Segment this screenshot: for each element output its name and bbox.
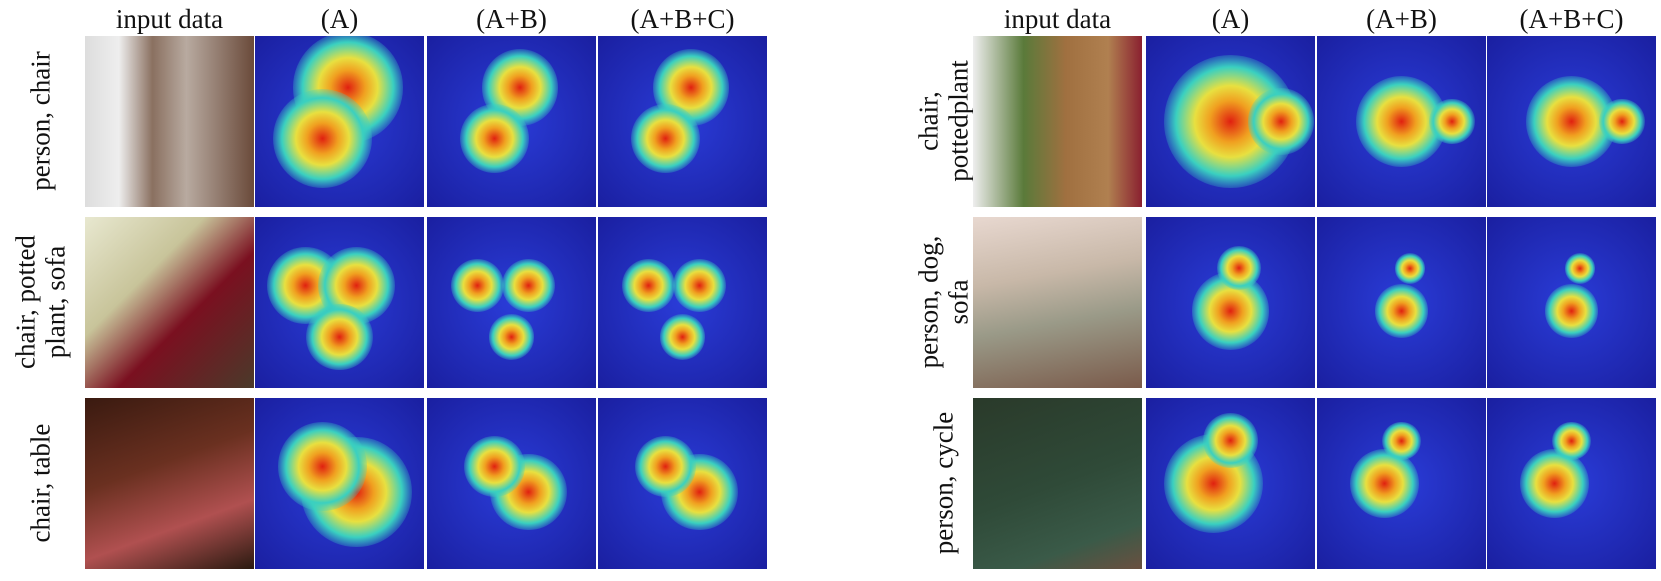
heat-blob <box>1429 98 1476 145</box>
heatmap-image <box>255 217 424 388</box>
row-label-line: chair, potted <box>10 235 41 369</box>
row-label-line: chair, <box>913 91 944 151</box>
row-label-line: chair, table <box>25 423 56 543</box>
heatmap-image <box>1146 36 1315 207</box>
heat-blob <box>621 258 676 313</box>
row-label-line: person, dog, <box>913 235 944 369</box>
column-header: input data <box>1003 4 1112 34</box>
heat-blob <box>1248 88 1315 155</box>
row-label: chair, pottedplant <box>905 36 983 207</box>
row-label: chair, table <box>2 398 80 569</box>
heatmap-image <box>255 398 424 569</box>
row-label: chair, potted plant, sofa <box>2 217 80 388</box>
heat-blob <box>1544 284 1599 338</box>
row-label-line: sofa <box>943 279 974 325</box>
heatmap-image <box>1317 217 1486 388</box>
heatmap-image <box>598 398 767 569</box>
row-label-line: plant, sofa <box>40 245 71 359</box>
row-label-line: person, cycle <box>928 411 959 555</box>
heatmap-image <box>598 36 767 207</box>
heat-blob <box>1564 253 1596 284</box>
heatmap-image <box>1317 36 1486 207</box>
heat-blob <box>1520 449 1590 518</box>
heat-blob <box>1599 98 1646 145</box>
column-header: (A+B+C) <box>1519 4 1624 34</box>
column-header: (A+B) <box>1366 4 1437 34</box>
heatmap-image <box>255 36 424 207</box>
column-header: (A+B) <box>476 4 547 34</box>
input-image <box>973 36 1142 207</box>
column-header: (A) <box>1211 4 1250 34</box>
heatmap-image <box>1487 398 1656 569</box>
heat-blob <box>659 313 706 360</box>
heat-blob <box>450 258 505 313</box>
heat-blob <box>464 435 526 497</box>
row-label: person, cycle <box>905 398 983 569</box>
heatmap-image <box>1317 398 1486 569</box>
heatmap-image <box>1487 36 1656 207</box>
heat-blob <box>1216 246 1262 291</box>
heat-blob <box>631 104 701 174</box>
column-header: (A+B+C) <box>630 4 735 34</box>
column-header: (A) <box>320 4 359 34</box>
heatmap-image <box>1146 217 1315 388</box>
heatmap-image <box>427 217 596 388</box>
heat-blob <box>488 313 535 360</box>
input-image <box>85 217 254 388</box>
heatmap-image <box>427 398 596 569</box>
heatmap-image <box>598 217 767 388</box>
row-label: person, chair <box>2 36 80 207</box>
heatmap-image <box>1487 217 1656 388</box>
heat-blob <box>278 422 367 511</box>
row-label: person, dog, sofa <box>905 217 983 388</box>
input-image <box>85 398 254 569</box>
heatmap-image <box>427 36 596 207</box>
heat-blob <box>1374 284 1429 338</box>
row-label-line: person, chair <box>25 51 56 191</box>
heat-blob <box>1382 421 1421 460</box>
heat-blob <box>306 303 373 370</box>
heat-blob <box>1552 421 1591 460</box>
column-header: input data <box>115 4 224 34</box>
row-label-line: pottedplant <box>943 60 974 182</box>
heatmap-image <box>1146 398 1315 569</box>
heat-blob <box>1394 253 1426 284</box>
heat-blob <box>272 88 373 189</box>
heat-blob <box>672 258 727 313</box>
heat-blob <box>1350 449 1420 518</box>
heat-blob <box>501 258 556 313</box>
heat-blob <box>1202 413 1259 469</box>
input-image <box>973 398 1142 569</box>
input-image <box>85 36 254 207</box>
heat-blob <box>460 104 530 174</box>
heat-blob <box>635 435 697 497</box>
input-image <box>973 217 1142 388</box>
